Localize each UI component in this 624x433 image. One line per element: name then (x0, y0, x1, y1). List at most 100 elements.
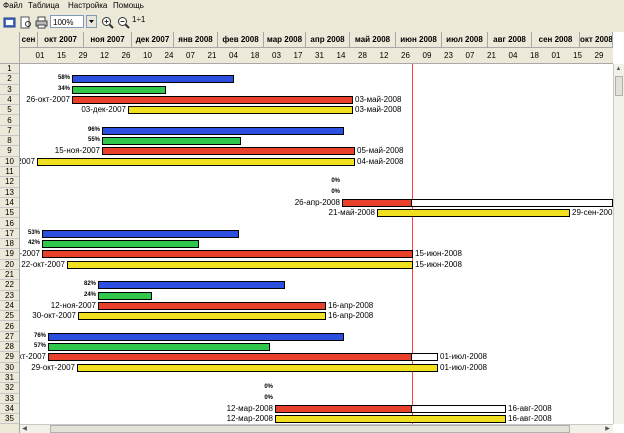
row-number[interactable]: 10 (0, 157, 19, 167)
scroll-right-icon[interactable]: ▶ (605, 426, 610, 432)
gantt-bar-yellow[interactable] (77, 363, 438, 372)
gantt-bar-blue[interactable] (48, 332, 344, 341)
gantt-bar-blue[interactable] (72, 75, 234, 84)
row-number[interactable]: 2 (0, 74, 19, 85)
row-number[interactable]: 31 (0, 373, 19, 384)
row-number[interactable]: 14 (0, 198, 19, 209)
gantt-bar-yellow[interactable] (377, 209, 570, 218)
day-header-cell: 07 (465, 51, 475, 60)
day-header-cell: 18 (250, 51, 260, 60)
menu-file[interactable]: Файл (3, 1, 23, 10)
gantt-plot: 58% 34% 26-окт-2007 03-май-2008 03-дек-2007 0… (20, 64, 613, 424)
day-header-cell: 18 (530, 51, 539, 60)
day-header-cell: 04 (229, 51, 238, 60)
gantt-bar-red[interactable] (275, 404, 412, 413)
horizontal-scrollbar[interactable]: ◀ ▶ (20, 424, 613, 433)
zoom-input[interactable]: 100% (50, 15, 84, 28)
horizontal-scroll-thumb[interactable] (50, 425, 570, 433)
gantt-bar-yellow[interactable] (128, 106, 353, 115)
row-number[interactable]: 8 (0, 136, 19, 147)
gantt-bar-yellow[interactable] (67, 260, 413, 269)
zoom-reset-button[interactable]: 1÷1 (132, 15, 146, 24)
row-number[interactable]: 20 (0, 260, 19, 270)
row-number[interactable]: 35 (0, 414, 19, 425)
gantt-bar-red[interactable] (48, 353, 412, 362)
row-number[interactable]: 34 (0, 404, 19, 415)
header-corner (0, 32, 20, 64)
gantt-bar-red[interactable] (42, 250, 413, 259)
row-number[interactable]: 12 (0, 177, 19, 188)
day-header-cell: 31 (315, 51, 324, 60)
row-number[interactable]: 33 (0, 394, 19, 404)
row-header: 1 2 3 4 5 6 7 8 9 10 11 12 13 14 15 16 17 18 19 20 21 22 23 24 2… (0, 64, 20, 433)
row-number[interactable]: 25 (0, 311, 19, 322)
row-number[interactable]: 7 (0, 126, 19, 137)
gantt-bar-yellow[interactable] (78, 312, 326, 321)
row-number[interactable]: 13 (0, 188, 19, 198)
row-number[interactable]: 28 (0, 342, 19, 353)
day-header-cell: 04 (508, 51, 518, 60)
vertical-scroll-thumb[interactable] (615, 76, 623, 96)
gantt-bar-yellow[interactable] (275, 415, 506, 424)
menu-help[interactable]: Помощь (113, 1, 144, 10)
gantt-bar-blue[interactable] (102, 126, 344, 135)
scroll-left-icon[interactable]: ◀ (22, 426, 27, 432)
gantt-bar-red[interactable] (102, 147, 355, 156)
row-number[interactable]: 15 (0, 208, 19, 219)
preview-icon[interactable] (17, 14, 34, 31)
gantt-bar-green[interactable] (48, 343, 270, 352)
gantt-bar-green[interactable] (72, 85, 166, 94)
percent-label: 0% (331, 188, 340, 195)
gantt-bar-green[interactable] (42, 240, 199, 249)
day-header-cell: 10 (143, 51, 152, 60)
day-header-cell: 01 (35, 51, 45, 60)
row-number[interactable]: 4 (0, 95, 19, 106)
open-icon[interactable] (1, 14, 18, 31)
row-number[interactable]: 3 (0, 85, 19, 95)
start-date-label: 12-мар-2008 (226, 403, 273, 413)
row-number[interactable]: 23 (0, 291, 19, 301)
row-number[interactable]: 17 (0, 229, 19, 240)
zoom-dropdown-button[interactable] (86, 15, 97, 28)
toolbar: 100% 1÷1 (0, 12, 624, 33)
day-header-cell: 28 (358, 51, 367, 60)
row-number[interactable]: 26 (0, 322, 19, 332)
end-date-label: 16-авг-2008 (508, 414, 552, 424)
gantt-bar-yellow[interactable] (37, 157, 355, 166)
month-header-cell: дек 2007 (132, 32, 174, 47)
row-number[interactable]: 24 (0, 301, 19, 312)
day-header-cell: 29 (78, 51, 88, 60)
gantt-bar-red[interactable] (98, 301, 326, 310)
row-number[interactable]: 32 (0, 383, 19, 394)
row-number[interactable]: 11 (0, 167, 19, 178)
vertical-scrollbar[interactable]: ▲ (613, 64, 624, 424)
zoom-out-icon[interactable] (115, 14, 132, 31)
menu-settings[interactable]: Настройка (68, 1, 108, 10)
row-number[interactable]: 29 (0, 352, 19, 363)
row-number[interactable]: 19 (0, 249, 19, 260)
zoom-in-icon[interactable] (99, 14, 116, 31)
row-number[interactable]: 5 (0, 105, 19, 116)
gantt-bar-red[interactable] (72, 95, 353, 104)
month-header-cell: ноя 2007 (84, 32, 132, 47)
scroll-up-icon[interactable]: ▲ (615, 66, 622, 72)
row-number[interactable]: 16 (0, 219, 19, 229)
row-number[interactable]: 1 (0, 64, 19, 75)
print-icon[interactable] (33, 14, 50, 31)
row-number[interactable]: 18 (0, 239, 19, 250)
gantt-bar-green[interactable] (102, 137, 241, 146)
row-number[interactable]: 21 (0, 270, 19, 281)
gantt-bar-blue[interactable] (98, 281, 285, 290)
row-number[interactable]: 30 (0, 363, 19, 373)
row-number[interactable]: 6 (0, 116, 19, 126)
menu-table[interactable]: Таблица (28, 1, 60, 10)
gantt-bar-blue[interactable] (42, 229, 239, 238)
day-header-cell: 21 (207, 51, 217, 60)
row-number[interactable]: 22 (0, 280, 19, 291)
gantt-bar-red[interactable] (342, 198, 412, 207)
month-header-cell: июн 2008 (396, 32, 442, 47)
row-number[interactable]: 27 (0, 332, 19, 343)
row-number[interactable]: 9 (0, 146, 19, 157)
menu-bar: Файл Таблица Настройка Помощь (0, 0, 624, 12)
gantt-bar-green[interactable] (98, 291, 152, 300)
